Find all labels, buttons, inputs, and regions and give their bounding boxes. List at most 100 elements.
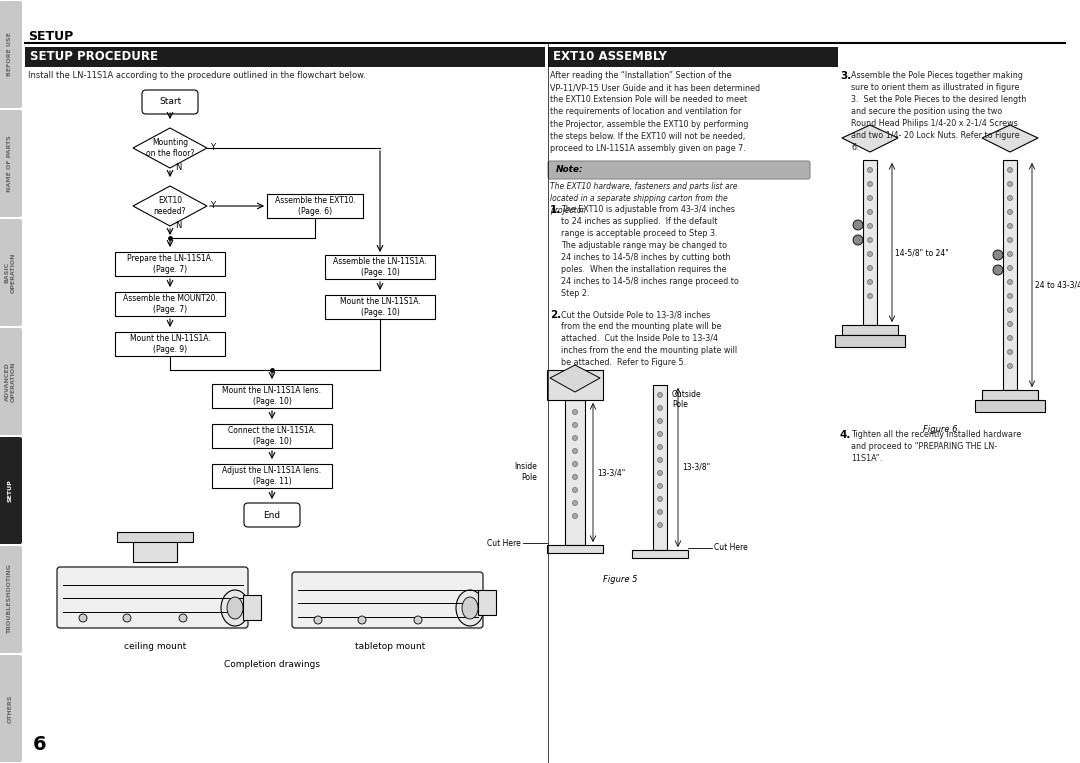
Text: Mount the LN-11S1A lens.
(Page. 10): Mount the LN-11S1A lens. (Page. 10)	[222, 386, 322, 406]
Circle shape	[867, 266, 873, 271]
Text: Y: Y	[210, 143, 215, 153]
Text: Y: Y	[210, 201, 215, 211]
Text: BASIC
OPERATION: BASIC OPERATION	[4, 253, 15, 293]
Circle shape	[1008, 266, 1013, 271]
Text: EXT10
needed?: EXT10 needed?	[153, 196, 186, 216]
Circle shape	[572, 501, 578, 506]
Text: 24 to 43-3/4": 24 to 43-3/4"	[1035, 281, 1080, 289]
Circle shape	[1008, 182, 1013, 186]
Circle shape	[867, 279, 873, 285]
Bar	[133, 540, 177, 562]
Circle shape	[658, 418, 662, 423]
Text: Figure 5: Figure 5	[603, 575, 637, 584]
Text: N: N	[175, 221, 181, 230]
Polygon shape	[842, 125, 897, 152]
Ellipse shape	[462, 597, 478, 619]
Text: Inside
Pole: Inside Pole	[514, 462, 537, 481]
FancyBboxPatch shape	[0, 546, 22, 653]
Text: Mount the LN-11S1A.
(Page. 10): Mount the LN-11S1A. (Page. 10)	[339, 298, 420, 317]
Circle shape	[1008, 336, 1013, 340]
FancyBboxPatch shape	[57, 567, 248, 628]
Text: EXT10 ASSEMBLY: EXT10 ASSEMBLY	[553, 50, 666, 63]
Text: SETUP PROCEDURE: SETUP PROCEDURE	[30, 50, 158, 63]
Polygon shape	[550, 365, 600, 392]
Circle shape	[658, 471, 662, 475]
Text: SETUP: SETUP	[28, 30, 73, 43]
Text: Adjust the LN-11S1A lens.
(Page. 11): Adjust the LN-11S1A lens. (Page. 11)	[222, 466, 322, 486]
FancyBboxPatch shape	[0, 437, 22, 544]
Bar	[546, 545, 603, 553]
FancyBboxPatch shape	[548, 161, 810, 179]
Circle shape	[1008, 363, 1013, 369]
Circle shape	[357, 616, 366, 624]
Circle shape	[1008, 279, 1013, 285]
Bar	[325, 255, 435, 279]
Circle shape	[1008, 210, 1013, 214]
Circle shape	[993, 265, 1003, 275]
Bar	[546, 370, 603, 400]
Text: Cut the Outside Pole to 13-3/8 inches
from the end the mounting plate will be
at: Cut the Outside Pole to 13-3/8 inches fr…	[561, 310, 738, 367]
Ellipse shape	[227, 597, 243, 619]
Circle shape	[867, 237, 873, 243]
Text: ADVANCED
OPERATION: ADVANCED OPERATION	[4, 361, 15, 402]
Text: 6: 6	[33, 736, 46, 755]
Circle shape	[867, 252, 873, 256]
Text: 1.: 1.	[550, 205, 562, 215]
Text: Prepare the LN-11S1A.
(Page. 7): Prepare the LN-11S1A. (Page. 7)	[126, 254, 213, 274]
Text: Outside
Pole: Outside Pole	[672, 390, 702, 410]
Circle shape	[658, 445, 662, 449]
Bar	[114, 332, 225, 356]
Text: Assemble the MOUNT20.
(Page. 7): Assemble the MOUNT20. (Page. 7)	[123, 295, 217, 314]
Ellipse shape	[456, 590, 484, 626]
Text: Completion drawings: Completion drawings	[224, 660, 320, 669]
Text: tabletop mount: tabletop mount	[355, 642, 426, 651]
Circle shape	[179, 614, 187, 622]
Bar	[632, 550, 688, 558]
Text: Assemble the EXT10.
(Page. 6): Assemble the EXT10. (Page. 6)	[274, 196, 355, 216]
Bar	[267, 194, 363, 218]
Text: Install the LN-11S1A according to the procedure outlined in the flowchart below.: Install the LN-11S1A according to the pr…	[28, 71, 366, 80]
Circle shape	[1008, 168, 1013, 172]
Bar	[212, 464, 332, 488]
Bar	[548, 47, 838, 67]
Bar	[863, 160, 877, 325]
Bar	[835, 335, 905, 347]
Circle shape	[1008, 321, 1013, 327]
Text: TROUBLESHOOTING: TROUBLESHOOTING	[8, 565, 13, 635]
Bar	[243, 595, 261, 620]
Circle shape	[572, 488, 578, 492]
Circle shape	[572, 462, 578, 466]
Circle shape	[1008, 224, 1013, 228]
Text: End: End	[264, 510, 281, 520]
Circle shape	[572, 449, 578, 453]
Circle shape	[867, 168, 873, 172]
FancyBboxPatch shape	[141, 90, 198, 114]
Circle shape	[658, 458, 662, 462]
Circle shape	[658, 484, 662, 488]
Bar	[117, 532, 193, 542]
Text: After reading the “Installation” Section of the
VP-11/VP-15 User Guide and it ha: After reading the “Installation” Section…	[550, 71, 760, 153]
Ellipse shape	[221, 590, 249, 626]
Text: Mount the LN-11S1A.
(Page. 9): Mount the LN-11S1A. (Page. 9)	[130, 334, 211, 354]
Text: Note:: Note:	[556, 166, 583, 175]
Circle shape	[1008, 195, 1013, 201]
Circle shape	[572, 410, 578, 414]
Text: 13-3/8": 13-3/8"	[681, 463, 711, 472]
Text: Mounting
on the floor?: Mounting on the floor?	[146, 138, 194, 158]
Polygon shape	[133, 186, 207, 226]
FancyBboxPatch shape	[292, 572, 483, 628]
Circle shape	[867, 294, 873, 298]
Bar	[565, 400, 585, 545]
Text: Start: Start	[159, 98, 181, 107]
FancyBboxPatch shape	[0, 655, 22, 762]
Circle shape	[658, 497, 662, 501]
Text: 13-3/4": 13-3/4"	[597, 468, 625, 477]
FancyBboxPatch shape	[244, 503, 300, 527]
Circle shape	[1008, 252, 1013, 256]
FancyBboxPatch shape	[0, 328, 22, 435]
Text: 14-5/8" to 24": 14-5/8" to 24"	[895, 248, 948, 257]
Text: Cut Here: Cut Here	[714, 543, 747, 552]
Circle shape	[414, 616, 422, 624]
Polygon shape	[982, 125, 1038, 152]
Bar	[478, 590, 496, 615]
